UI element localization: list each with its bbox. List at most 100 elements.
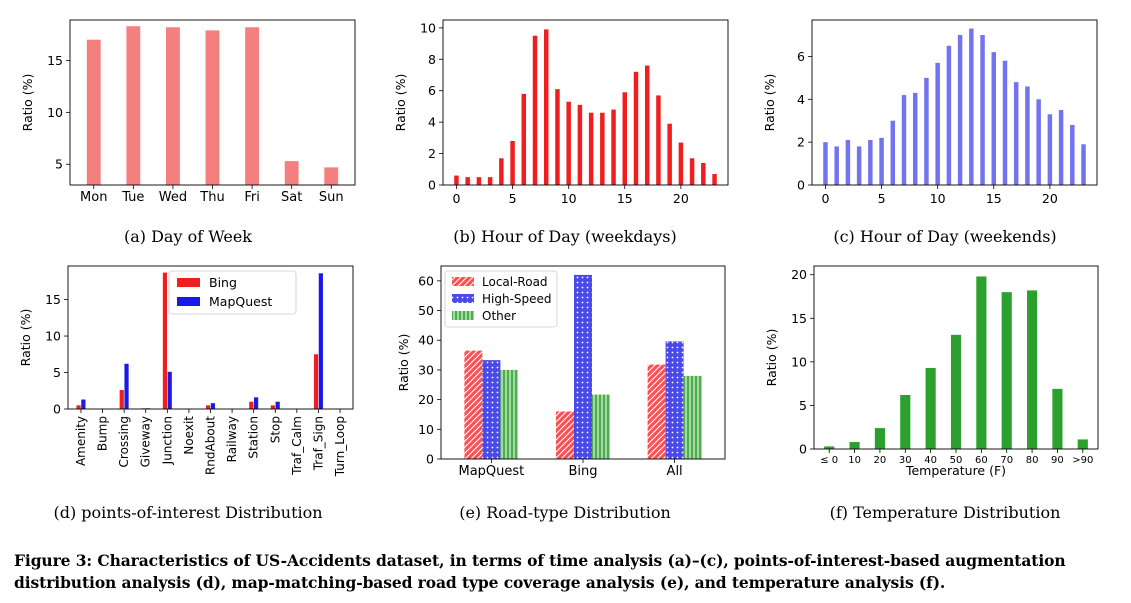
bar [925,367,936,449]
bar [824,446,835,449]
bar [1013,82,1019,185]
x-tick-label: 20 [1042,191,1058,206]
y-axis-label: Ratio (%) [20,74,35,132]
x-tick-label: Stop [268,416,282,443]
subfigure-caption: (e) Road-type Distribution [459,503,671,522]
bar [633,71,639,185]
bar [205,30,220,186]
legend-label: Bing [209,275,237,290]
x-tick-label: 5 [878,191,886,206]
y-tick-label: 0 [53,402,61,417]
chart-b: 0 2 4 6 8 10 0 5 10 15 20 Ratio (%) (b) Hour of Day … [393,19,729,246]
y-axis-label: Ratio (%) [396,334,411,392]
chart-f: 0 5 10 15 20 ≤ 0 10 20 30 40 50 60 70 80 90 >90 Ratio (%… [764,265,1099,522]
bar [577,104,583,185]
bar [845,140,851,185]
bar [980,35,985,185]
x-tick-label: Sun [319,190,344,205]
bar [1002,60,1008,185]
x-tick-label: 5 [509,191,517,206]
bar [834,146,839,185]
bar [210,403,215,409]
x-tick-label: RndAbout [204,416,218,475]
legend-swatch [177,297,200,306]
bar [656,95,661,185]
legend-swatch [452,277,474,286]
bar [1036,99,1041,185]
x-tick-label: Mon [80,190,107,205]
bar [701,163,706,185]
x-tick-label: Sat [281,190,302,205]
chart-e: 0 10 20 30 40 50 60 MapQuest Bing All Ratio (%) Loc… [396,265,726,522]
bar [900,394,911,449]
y-tick-label: 15 [47,53,63,68]
bar [647,364,666,459]
bar [665,341,684,459]
plot-frame [811,19,1098,186]
x-tick-label: 10 [561,191,577,206]
legend-label: High-Speed [482,292,552,306]
bar [165,27,180,186]
bar [119,390,124,409]
bar [1047,114,1053,185]
bar [510,141,515,185]
bar [313,354,319,409]
y-tick-label: 5 [799,398,807,413]
y-tick-label: 60 [418,273,434,288]
bar [969,28,974,186]
bar [284,161,299,185]
bar [1077,439,1088,449]
x-tick-label: MapQuest [458,464,524,479]
y-tick-label: 5 [53,365,61,380]
y-tick-label: 10 [418,422,434,437]
bar [76,405,81,409]
x-tick-label: 40 [924,455,937,466]
bar [499,158,504,185]
y-tick-label: 0 [797,178,805,193]
x-tick-label: 70 [1000,455,1013,466]
y-tick-label: 0 [428,178,436,193]
x-tick-label: >90 [1072,455,1093,466]
bar [465,177,470,185]
x-tick-label: 0 [821,191,829,206]
bar [275,401,280,409]
subfigure-caption: (b) Hour of Day (weekdays) [453,227,676,246]
bar [874,428,885,449]
bar [622,92,628,185]
y-tick-label: 2 [797,135,805,150]
y-tick-label: 10 [45,329,61,344]
bar [644,65,650,185]
bar [318,273,323,409]
x-tick-label: Tue [121,190,144,205]
bar [935,62,940,185]
x-tick-label: 80 [1026,455,1039,466]
y-tick-label: 4 [797,92,805,107]
bar [712,174,717,185]
y-tick-label: 5 [55,157,63,172]
bar [245,27,260,186]
bar [849,442,860,449]
bar [167,371,172,409]
bar [683,375,702,459]
legend-label: MapQuest [209,294,272,309]
x-tick-label: ≤ 0 [820,455,838,466]
bar [950,334,962,449]
subfigure-caption: (c) Hour of Day (weekends) [833,227,1056,246]
bar [253,397,259,409]
bar [566,101,571,185]
bar [270,405,275,409]
x-tick-label: Amenity [74,416,88,466]
y-tick-label: 10 [791,354,807,369]
x-tick-label: Railway [225,416,239,462]
y-tick-label: 4 [428,115,436,130]
x-tick-label: Crossing [117,416,131,467]
bar [555,89,560,185]
bar [823,142,828,185]
bar [592,394,610,459]
bar [500,369,519,459]
y-tick-label: 20 [791,267,807,282]
bar [556,411,574,459]
bar [543,29,549,185]
x-tick-label: Station [247,416,261,459]
